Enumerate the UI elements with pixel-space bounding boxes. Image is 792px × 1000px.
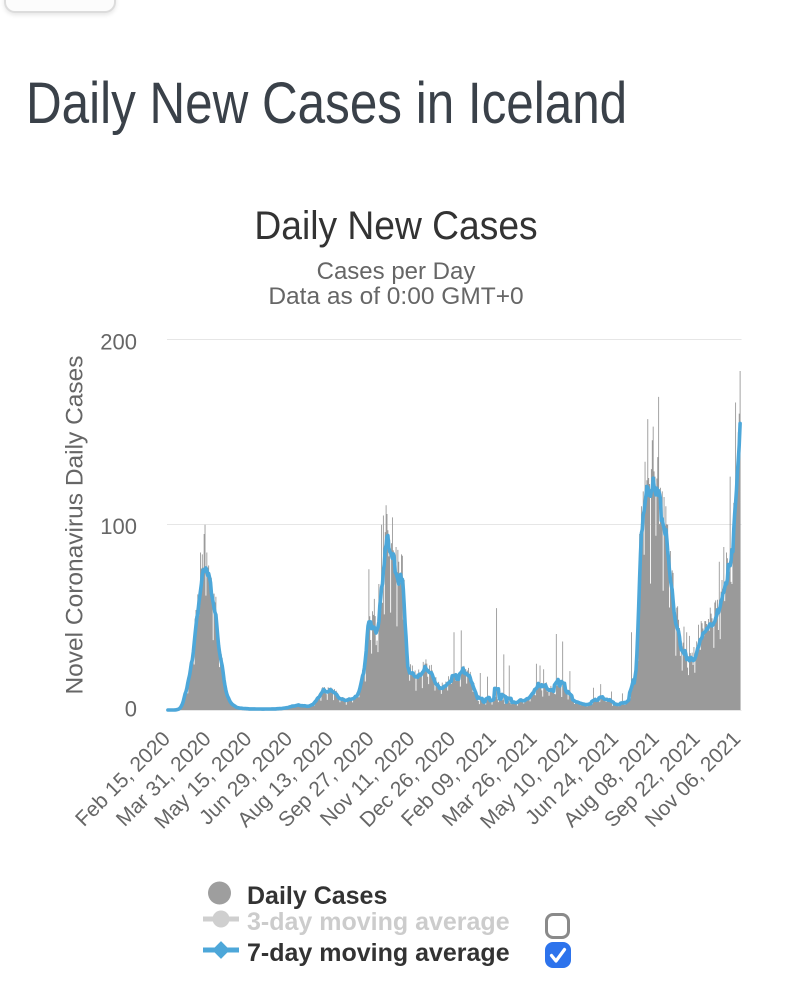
svg-text:0: 0 bbox=[125, 697, 137, 722]
svg-text:Novel Coronavirus Daily Cases: Novel Coronavirus Daily Cases bbox=[62, 355, 89, 694]
svg-text:200: 200 bbox=[100, 330, 137, 355]
svg-text:100: 100 bbox=[100, 514, 137, 539]
